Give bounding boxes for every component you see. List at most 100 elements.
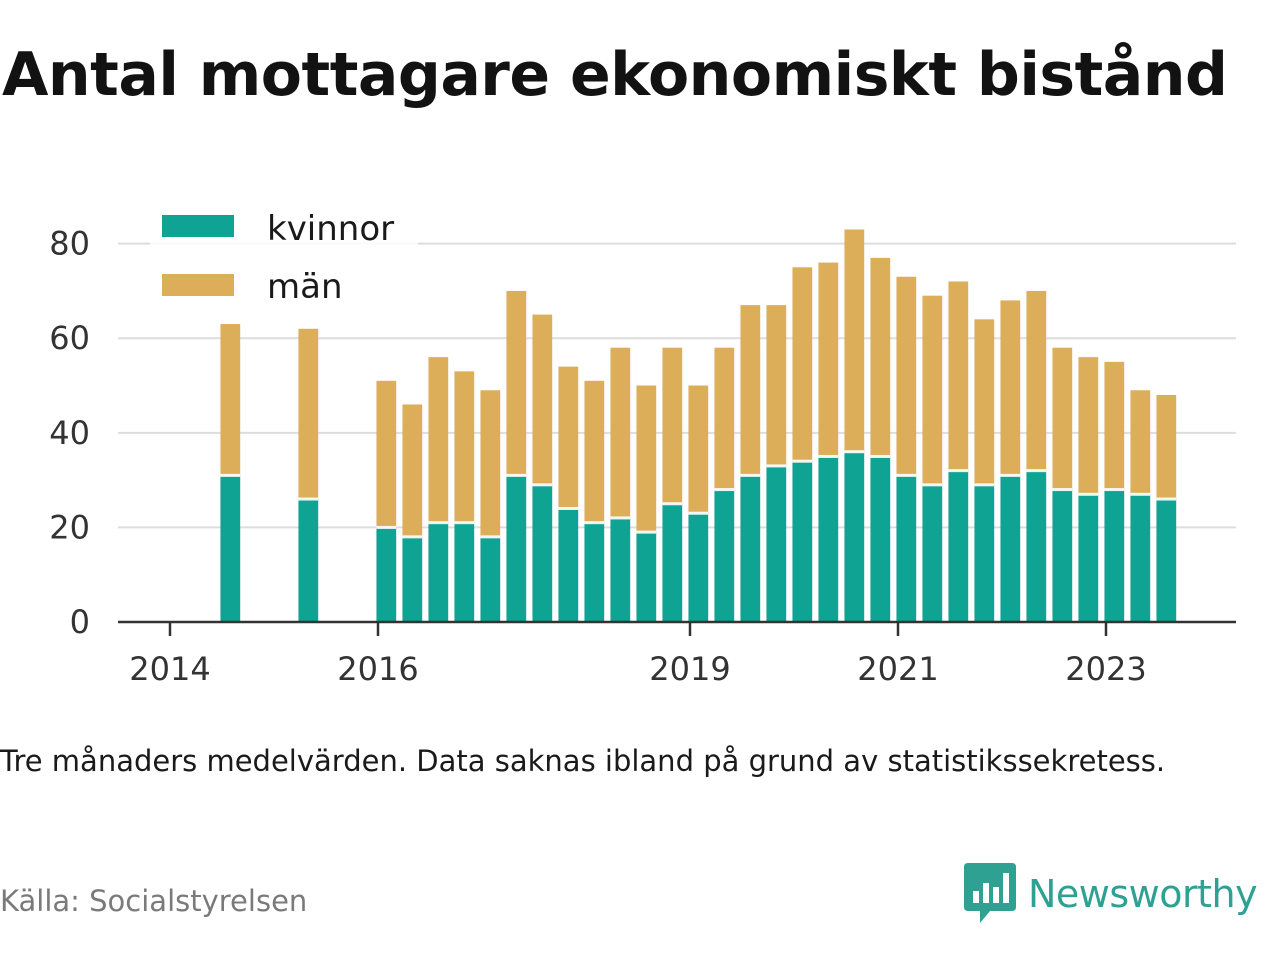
bar-segment-kvinnor <box>220 475 241 622</box>
bar-segment-man <box>1104 361 1125 490</box>
bar-segment-man <box>220 324 241 476</box>
bar-segment-kvinnor <box>636 532 657 622</box>
bar-separator <box>662 502 683 506</box>
bar-segment-kvinnor <box>896 475 917 622</box>
bar-segment-man <box>714 347 735 490</box>
bar-segment-kvinnor <box>948 470 969 622</box>
bar-segment-kvinnor <box>1104 489 1125 622</box>
bar-segment-man <box>636 385 657 533</box>
bar-segment-man <box>974 319 995 485</box>
y-tick-label: 80 <box>49 225 90 263</box>
newsworthy-bar-chart-logo-icon <box>964 863 1016 923</box>
bar-segment-man <box>1000 300 1021 476</box>
bar-segment-man <box>818 262 839 457</box>
bar-separator <box>1052 488 1073 492</box>
bar-separator <box>1156 497 1177 501</box>
bar-segment-man <box>402 404 423 537</box>
legend-swatch-man <box>162 274 234 296</box>
bar-separator <box>896 473 917 477</box>
bar-segment-kvinnor <box>766 465 787 622</box>
bar-segment-kvinnor <box>584 522 605 622</box>
bar-separator <box>766 464 787 468</box>
bar-segment-kvinnor <box>454 522 475 622</box>
bar-segment-kvinnor <box>376 527 397 622</box>
y-tick-label: 0 <box>70 603 90 641</box>
bar-segment-man <box>480 390 501 537</box>
bar-segment-man <box>1130 390 1151 495</box>
bar-segment-kvinnor <box>1130 494 1151 622</box>
bar-segment-kvinnor <box>662 503 683 622</box>
bar-separator <box>844 450 865 454</box>
bar-segment-man <box>688 385 709 514</box>
bar-segment-kvinnor <box>298 499 319 622</box>
bar-separator <box>610 516 631 520</box>
chart-title: Antal mottagare ekonomiskt bistånd <box>2 40 1228 110</box>
bar-segment-man <box>870 257 891 457</box>
bar-separator <box>532 483 553 487</box>
bar-segment-man <box>792 267 813 462</box>
bar-segment-man <box>584 380 605 523</box>
bar-segment-man <box>298 328 319 500</box>
x-tick-label: 2019 <box>649 650 730 688</box>
bar-separator <box>506 473 527 477</box>
bar-separator <box>558 506 579 510</box>
bar-separator <box>220 473 241 477</box>
bar-segment-man <box>558 366 579 509</box>
bar-separator <box>818 454 839 458</box>
legend-swatch-kvinnor <box>162 215 234 237</box>
x-tick-label: 2014 <box>129 650 210 688</box>
bar-segment-kvinnor <box>922 484 943 622</box>
bar-separator <box>584 521 605 525</box>
bar-segment-man <box>376 380 397 528</box>
bar-segment-kvinnor <box>740 475 761 622</box>
bar-segment-man <box>428 357 449 523</box>
bar-segment-man <box>948 281 969 471</box>
stacked-bar-chart: 2014 2016 2019 2021 2023 0 20 40 60 80 kvinnor m… <box>49 209 1236 688</box>
bar-segment-kvinnor <box>1026 470 1047 622</box>
bar-separator <box>922 483 943 487</box>
bar-segment-kvinnor <box>480 536 501 622</box>
x-axis-ticks: 2014 2016 2019 2021 2023 <box>129 622 1147 688</box>
bar-segment-kvinnor <box>974 484 995 622</box>
bar-segment-kvinnor <box>714 489 735 622</box>
bar-separator <box>740 473 761 477</box>
bar-segment-man <box>454 371 475 523</box>
bar-segment-kvinnor <box>818 456 839 622</box>
bar-separator <box>480 535 501 539</box>
bar-separator <box>688 511 709 515</box>
bar-segment-man <box>922 295 943 485</box>
x-tick-label: 2023 <box>1065 650 1146 688</box>
bar-segment-kvinnor <box>1078 494 1099 622</box>
bar-segment-man <box>662 347 683 504</box>
bar-segment-kvinnor <box>844 451 865 622</box>
bar-separator <box>974 483 995 487</box>
bar-segment-kvinnor <box>792 461 813 622</box>
bar-segment-kvinnor <box>506 475 527 622</box>
bar-separator <box>870 454 891 458</box>
bar-segment-man <box>844 229 865 452</box>
bar-separator <box>1130 492 1151 496</box>
bar-segment-man <box>532 314 553 485</box>
bars <box>220 229 1177 622</box>
bar-segment-man <box>610 347 631 518</box>
bar-separator <box>1104 488 1125 492</box>
bar-segment-man <box>896 276 917 476</box>
bar-separator <box>1000 473 1021 477</box>
bar-separator <box>298 497 319 501</box>
bar-segment-kvinnor <box>1156 499 1177 622</box>
bar-segment-kvinnor <box>402 536 423 622</box>
bar-segment-kvinnor <box>1052 489 1073 622</box>
bar-segment-kvinnor <box>688 513 709 622</box>
x-tick-label: 2021 <box>857 650 938 688</box>
y-tick-label: 40 <box>49 414 90 452</box>
brand-name: Newsworthy <box>1028 872 1258 916</box>
bar-separator <box>1026 469 1047 473</box>
bar-segment-kvinnor <box>428 522 449 622</box>
bar-segment-man <box>1078 357 1099 495</box>
bar-separator <box>714 488 735 492</box>
bar-separator <box>454 521 475 525</box>
x-tick-label: 2016 <box>337 650 418 688</box>
bar-separator <box>428 521 449 525</box>
source-credit: Källa: Socialstyrelsen <box>0 884 308 918</box>
bar-segment-kvinnor <box>610 517 631 622</box>
